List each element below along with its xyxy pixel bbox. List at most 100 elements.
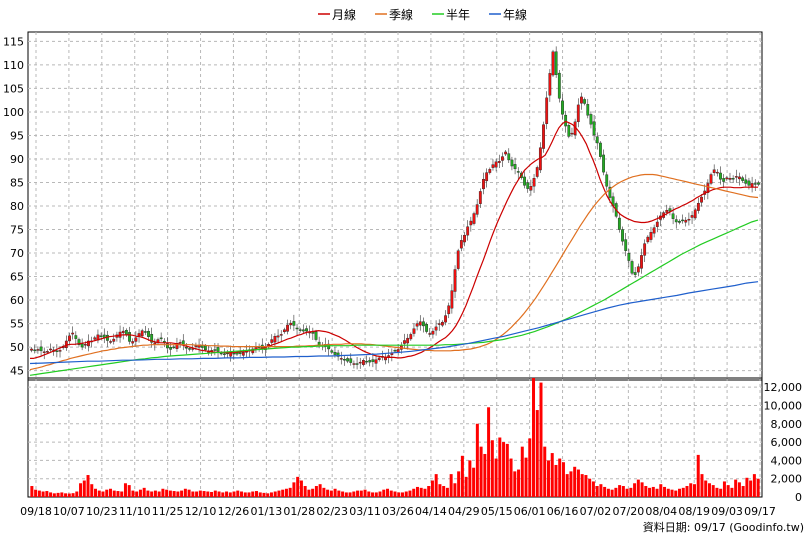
price-candle (617, 217, 621, 230)
price-candle (624, 239, 628, 251)
price-candle (719, 172, 722, 180)
volume-bar (281, 489, 285, 497)
price-candle (580, 96, 583, 104)
price-candle (447, 305, 451, 315)
volume-bar (704, 480, 708, 497)
volume-bar (737, 482, 741, 497)
volume-bar (157, 491, 161, 497)
price-candle (55, 350, 59, 352)
price-candle (693, 209, 697, 219)
volume-bar (498, 437, 502, 497)
volume-bar (517, 469, 521, 497)
volume-bar (558, 458, 562, 497)
price-candle (194, 345, 198, 347)
price-candle (712, 169, 716, 173)
volume-bar (595, 486, 599, 497)
price-candle (665, 210, 669, 213)
price-candle (630, 261, 634, 274)
ma-line-1 (29, 173, 759, 371)
volume-bar (674, 490, 678, 497)
price-candle (412, 328, 416, 334)
volume-bar (599, 484, 603, 497)
price-candle (488, 169, 492, 173)
volume-bar (666, 488, 670, 497)
price-candle (58, 350, 62, 352)
price-candle (276, 335, 280, 338)
price-candle (311, 331, 315, 334)
volume-bar (423, 488, 427, 497)
x-tick-label: 05/15 (481, 505, 513, 518)
volume-bar (681, 487, 685, 497)
price-candle (725, 177, 729, 180)
volume-bar (284, 488, 288, 497)
price-candle (358, 361, 362, 364)
volume-bar (296, 476, 300, 497)
price-candle (49, 348, 52, 351)
price-candle (87, 340, 90, 347)
volume-bar (273, 491, 277, 497)
price-candle (595, 136, 599, 144)
price-candle (576, 104, 580, 123)
price-candle (219, 352, 223, 355)
price-candle (747, 180, 751, 186)
volume-bar (82, 480, 86, 497)
price-candle (80, 343, 84, 348)
price-candle (330, 350, 334, 353)
price-candle (166, 343, 169, 349)
volume-bar (183, 488, 187, 497)
price-candle (333, 352, 337, 355)
price-candle (298, 329, 302, 331)
volume-bar (41, 491, 45, 497)
volume-tick-label: 6,000 (771, 436, 803, 449)
volume-bar (606, 488, 610, 497)
volume-bar (371, 492, 375, 497)
price-candle (602, 154, 605, 173)
price-candle (188, 348, 191, 350)
price-candle (343, 359, 346, 361)
volume-bar (449, 474, 453, 497)
volume-bar (352, 491, 356, 497)
volume-bar (565, 474, 569, 497)
volume-bar (75, 491, 79, 497)
price-candle (77, 339, 81, 345)
volume-bar (640, 482, 644, 497)
price-candle (153, 342, 157, 345)
x-tick-label: 04/29 (448, 505, 480, 518)
volume-bar (168, 490, 172, 497)
price-candle (491, 164, 495, 168)
volume-bar (404, 491, 408, 497)
volume-bar (464, 476, 468, 497)
price-candle (282, 329, 286, 333)
price-tick-label: 105 (3, 82, 24, 95)
volume-bar (618, 485, 622, 497)
volume-bar (79, 483, 83, 497)
volume-bar (240, 491, 244, 497)
volume-bar (187, 489, 191, 497)
volume-bar (52, 493, 56, 497)
price-candle (557, 72, 561, 99)
price-candle (121, 330, 125, 334)
volume-bar (539, 382, 543, 497)
volume-grid (27, 377, 763, 498)
volume-bar (195, 491, 199, 497)
price-candle (494, 161, 498, 168)
price-candle (109, 341, 112, 343)
price-candle (564, 114, 568, 127)
volume-bar (382, 489, 386, 497)
ma-line-3 (29, 281, 759, 365)
volume-bar (90, 484, 94, 497)
price-candle (273, 336, 277, 343)
volume-bar (659, 484, 663, 497)
volume-bar (311, 488, 315, 497)
price-candle (83, 344, 87, 346)
price-candle (128, 332, 131, 342)
price-candle (222, 353, 226, 355)
price-candle (684, 219, 688, 223)
volume-bar (502, 442, 506, 497)
price-candle (270, 339, 274, 343)
volume-bar (479, 446, 483, 497)
volume-bar (603, 486, 607, 497)
price-candle (137, 333, 141, 337)
volume-bar (266, 493, 270, 497)
price-candle (456, 250, 460, 269)
